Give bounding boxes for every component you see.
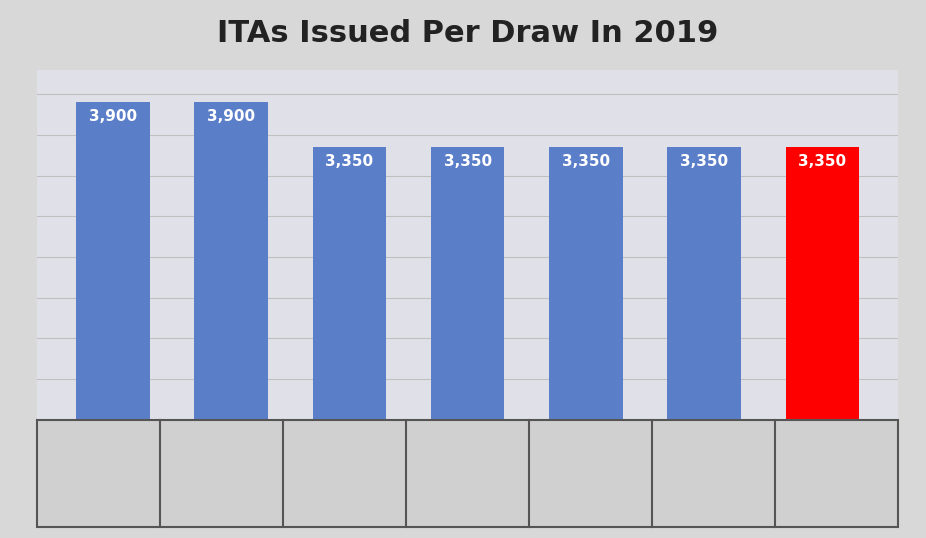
Bar xyxy=(313,147,386,420)
Text: 3,350: 3,350 xyxy=(798,154,846,169)
Title: ITAs Issued Per Draw In 2019: ITAs Issued Per Draw In 2019 xyxy=(217,19,719,48)
Bar xyxy=(549,147,622,420)
Bar xyxy=(431,147,505,420)
Text: 3,900: 3,900 xyxy=(207,109,256,124)
Text: 3,350: 3,350 xyxy=(562,154,610,169)
Bar xyxy=(786,147,859,420)
Bar xyxy=(76,102,149,420)
Bar xyxy=(194,102,268,420)
Bar xyxy=(668,147,741,420)
Text: 3,900: 3,900 xyxy=(89,109,137,124)
Text: 3,350: 3,350 xyxy=(680,154,728,169)
Text: 3,350: 3,350 xyxy=(444,154,492,169)
Text: 3,350: 3,350 xyxy=(325,154,373,169)
